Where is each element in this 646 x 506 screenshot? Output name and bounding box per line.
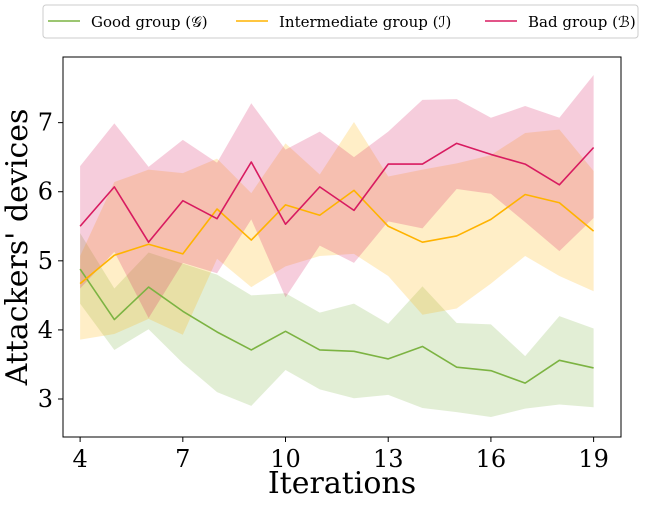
band-series-1	[80, 233, 594, 417]
line-series-3	[79, 142, 595, 243]
x-tick-label-13: 13	[373, 445, 404, 473]
legend-label-3: Bad group (ℬ)	[528, 13, 636, 31]
line-series-2	[79, 189, 595, 285]
y-tick-label-3: 3	[38, 385, 53, 413]
y-tick-label-4: 4	[38, 316, 53, 344]
x-tick-label-19: 19	[578, 445, 609, 473]
band-series-3	[80, 74, 594, 319]
x-tick-label-7: 7	[175, 445, 190, 473]
x-axis: 4 7 10 13 16 19	[72, 437, 609, 473]
confidence-bands	[80, 74, 594, 417]
legend-box	[42, 4, 639, 39]
plot-frame	[62, 56, 622, 438]
y-axis-title: Attackers' devices	[0, 109, 35, 387]
legend: Good group (𝒢) Intermediate group (ℐ) Bad …	[42, 4, 639, 39]
x-axis-title: Iterations	[268, 466, 416, 501]
x-tick-label-4: 4	[72, 445, 87, 473]
legend-label-1: Good group (𝒢)	[91, 13, 208, 31]
y-tick-label-5: 5	[38, 247, 53, 275]
y-tick-label-6: 6	[38, 178, 53, 206]
y-tick-label-7: 7	[38, 109, 53, 137]
band-series-2	[80, 121, 594, 340]
legend-label-2: Intermediate group (ℐ)	[279, 13, 451, 31]
y-axis: 3 4 5 6 7	[38, 109, 63, 413]
line-series-1	[79, 268, 594, 384]
x-tick-label-16: 16	[476, 445, 507, 473]
x-tick-label-10: 10	[270, 445, 301, 473]
series-lines	[79, 142, 595, 384]
